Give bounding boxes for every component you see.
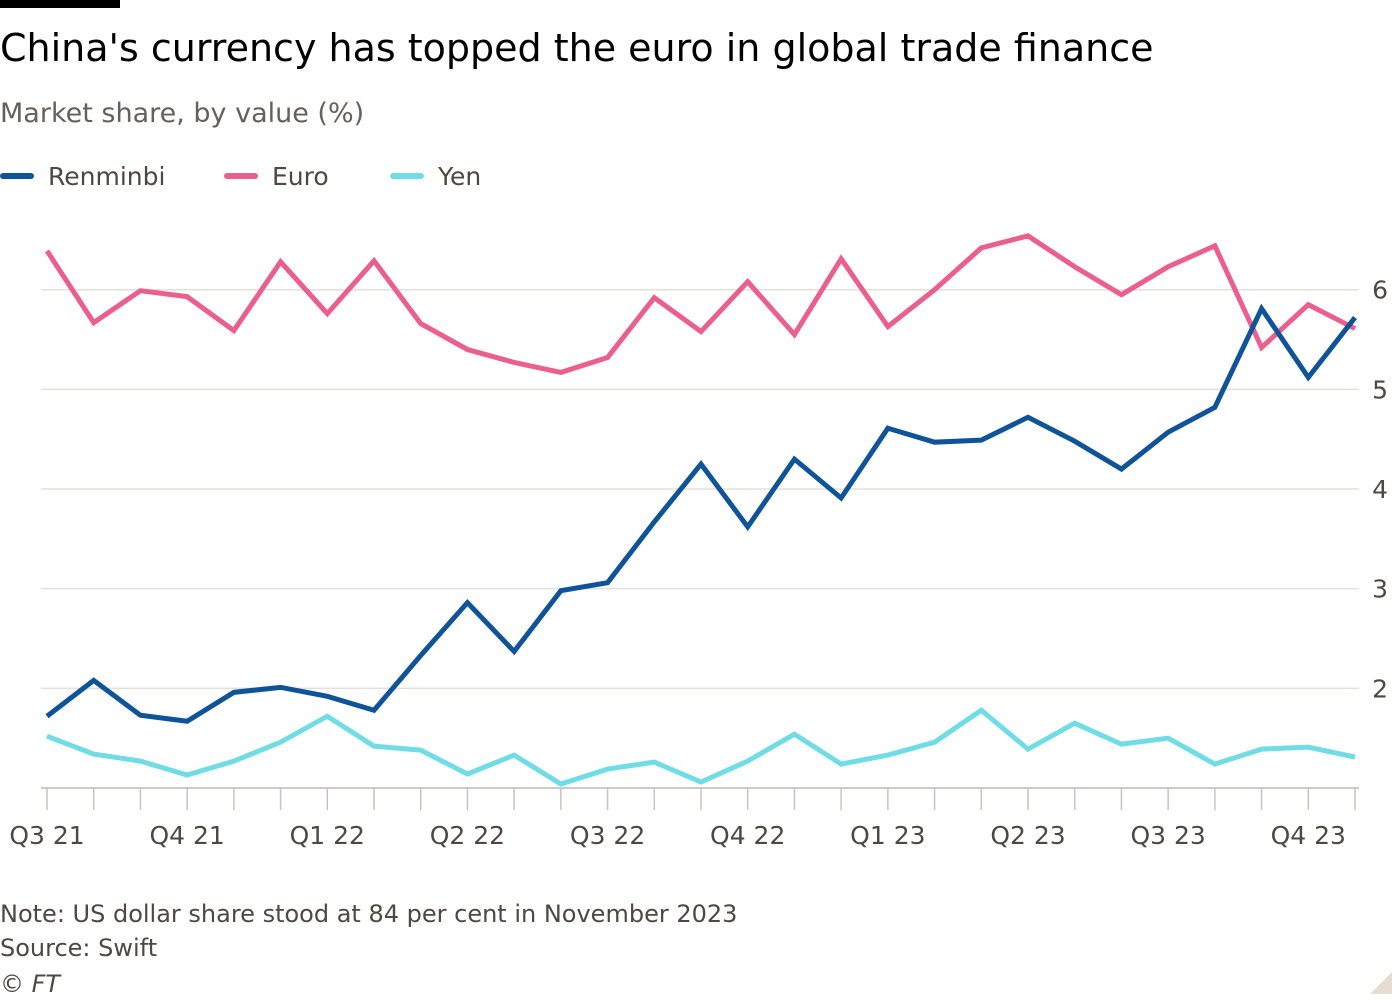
- x-tick-label: Q1 23: [850, 821, 925, 850]
- x-axis-tick-labels: Q3 21 Q4 21 Q1 22 Q2 22 Q3 22 Q4 22 Q1 23 Q2 23…: [9, 821, 1346, 850]
- legend-swatch-renminbi: [0, 173, 34, 179]
- legend-label-yen: Yen: [438, 161, 482, 191]
- series-lines: [44, 233, 1357, 787]
- legend-item-euro: Euro: [224, 156, 329, 196]
- x-tick-label: Q2 22: [430, 821, 505, 850]
- series-line-euro: [44, 233, 1357, 375]
- legend-swatch-yen: [390, 173, 424, 179]
- x-tick-label: Q1 22: [290, 821, 365, 850]
- x-tick-label: Q4 23: [1271, 821, 1346, 850]
- line-chart: 2 3 4 5 6 Q3 21 Q4 21 Q1 22 Q2 22 Q3 22 Q4 22 Q1 2…: [9, 233, 1388, 850]
- y-tick-label-3: 3: [1372, 575, 1388, 604]
- y-axis-tick-labels: 2 3 4 5 6: [1372, 276, 1388, 704]
- x-tick-label: Q3 22: [570, 821, 645, 850]
- legend-item-yen: Yen: [390, 156, 481, 196]
- chart-source: Source: Swift: [0, 934, 158, 962]
- x-axis: [41, 787, 1359, 810]
- series-line-yen: [46, 707, 1356, 787]
- series-line-renminbi: [45, 303, 1357, 724]
- chart-title: China's currency has topped the euro in …: [0, 26, 1154, 70]
- y-tick-label-2: 2: [1372, 674, 1388, 703]
- legend-item-renminbi: Renminbi: [0, 156, 165, 196]
- x-tick-label: Q3 23: [1130, 821, 1205, 850]
- y-tick-label-4: 4: [1372, 475, 1388, 504]
- legend-label-euro: Euro: [272, 161, 329, 191]
- y-tick-label-5: 5: [1372, 375, 1388, 404]
- chart-note: Note: US dollar share stood at 84 per ce…: [0, 900, 738, 928]
- ft-top-bar: [0, 0, 120, 8]
- x-tick-label: Q3 21: [9, 821, 84, 850]
- ft-copyright: © FT: [0, 970, 61, 998]
- legend-swatch-euro: [224, 173, 258, 179]
- chart-subtitle: Market share, by value (%): [0, 98, 365, 129]
- legend-label-renminbi: Renminbi: [48, 161, 166, 191]
- x-tick-label: Q2 23: [990, 821, 1065, 850]
- x-tick-label: Q4 22: [710, 821, 785, 850]
- x-tick-label: Q4 21: [149, 821, 224, 850]
- corner-mark: [1370, 972, 1392, 994]
- y-tick-label-6: 6: [1372, 276, 1388, 305]
- gridlines: [41, 288, 1359, 690]
